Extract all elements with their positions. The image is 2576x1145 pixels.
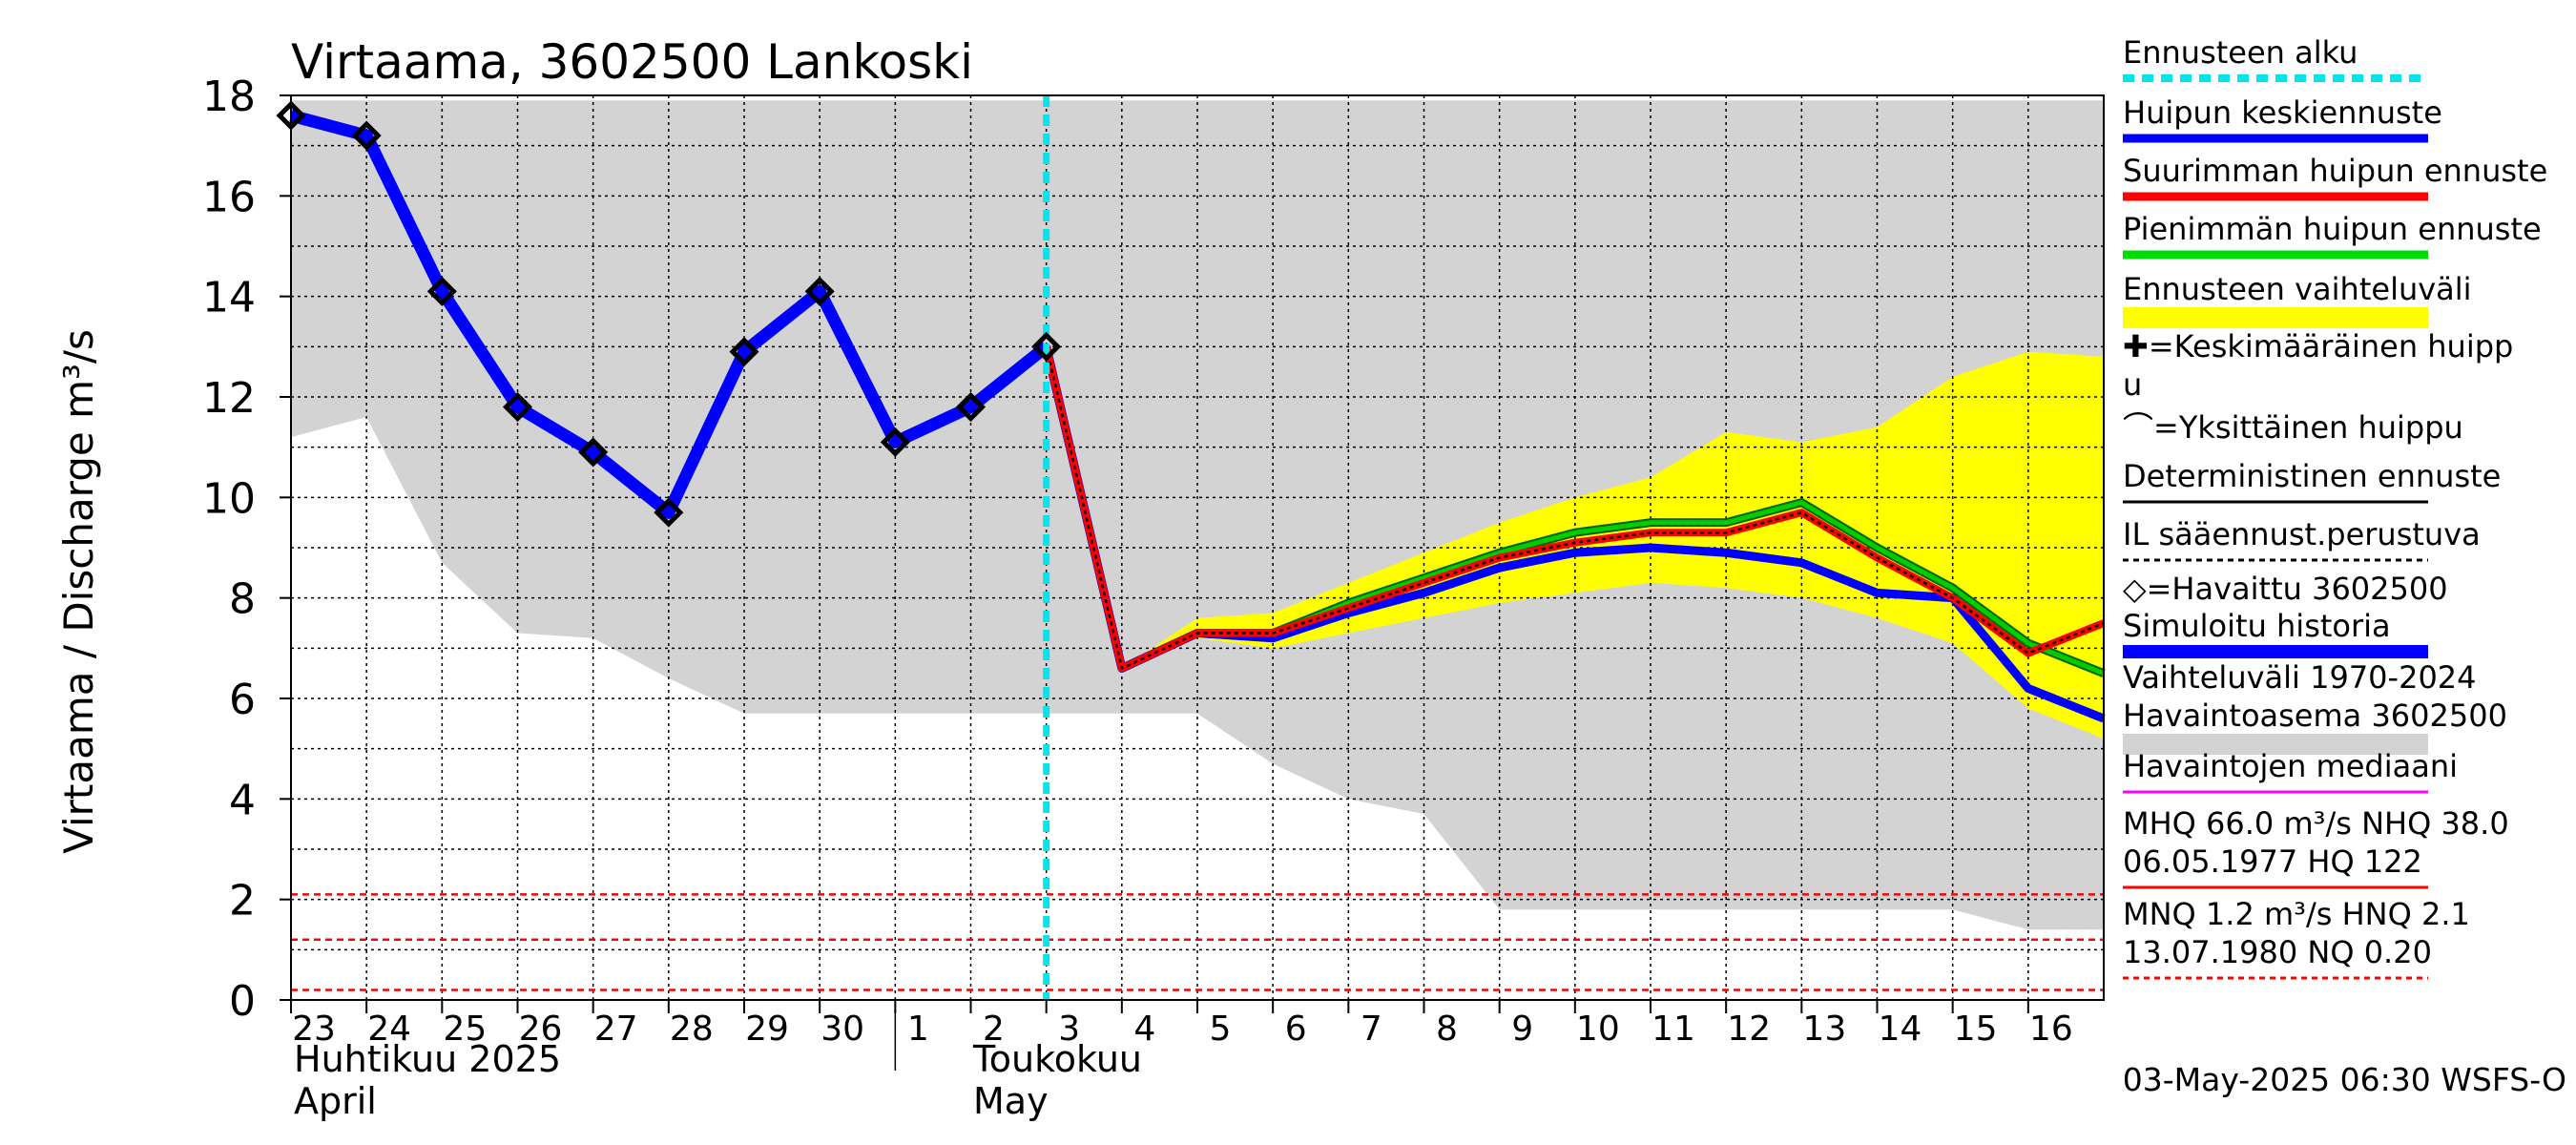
legend-label-1: Huipun keskiennuste xyxy=(2123,94,2442,131)
x-tick-label: 5 xyxy=(1210,1010,1232,1049)
legend-label2-11: Havaintoasema 3602500 xyxy=(2123,697,2507,734)
y-tick-label: 2 xyxy=(229,877,256,926)
legend-label2-13: 06.05.1977 HQ 122 xyxy=(2123,843,2422,880)
x-tick-label: 30 xyxy=(821,1010,864,1049)
x-tick-label: 6 xyxy=(1285,1010,1307,1049)
x-tick-label: 4 xyxy=(1133,1010,1155,1049)
x-tick-label: 2 xyxy=(983,1010,1005,1049)
history-range-band xyxy=(291,100,2104,930)
x-tick-label: 10 xyxy=(1576,1010,1620,1049)
month-label-may-fi: Toukokuu xyxy=(972,1038,1142,1080)
legend-label-14: MNQ 1.2 m³/s HNQ 2.1 xyxy=(2123,896,2470,932)
month-label-april-en: April xyxy=(294,1080,377,1122)
x-tick-label: 7 xyxy=(1361,1010,1382,1049)
y-axis: 0 2 4 6 8 10 12 14 16 18 xyxy=(202,73,291,1026)
y-tick-label: 16 xyxy=(202,173,256,221)
x-tick-label: 8 xyxy=(1436,1010,1458,1049)
observed-point xyxy=(955,391,987,423)
x-tick-label: 29 xyxy=(745,1010,789,1049)
y-tick-label: 18 xyxy=(202,73,256,121)
x-tick-label: 11 xyxy=(1652,1010,1695,1049)
y-tick-label: 8 xyxy=(229,575,256,624)
legend-label-9: ◇=Havaittu 3602500 xyxy=(2123,571,2448,607)
observed-series-line xyxy=(289,109,1050,519)
y-tick-label: 6 xyxy=(229,676,256,724)
legend-label2-14: 13.07.1980 NQ 0.20 xyxy=(2123,934,2432,970)
x-tick-label: 3 xyxy=(1058,1010,1080,1049)
legend-label-6: ⌒=Yksittäinen huippu xyxy=(2123,409,2463,446)
legend-label-0: Ennusteen alku xyxy=(2123,34,2358,71)
legend-swatch-4 xyxy=(2123,307,2428,328)
observed-point xyxy=(654,497,684,528)
x-tick-label: 23 xyxy=(292,1010,336,1049)
legend-label-8: IL sääennust.perustuva xyxy=(2123,516,2481,552)
legend-label-10: Simuloitu historia xyxy=(2123,608,2391,644)
reference-lines-layer xyxy=(291,893,2104,991)
observed-point xyxy=(426,276,457,306)
bands-layer xyxy=(291,100,2104,930)
x-tick-label: 9 xyxy=(1511,1010,1533,1049)
observed-point xyxy=(729,337,759,367)
observed-point xyxy=(578,437,609,468)
legend-label-2: Suurimman huipun ennuste xyxy=(2123,153,2547,189)
observed-point xyxy=(351,120,382,151)
legend-label-13: MHQ 66.0 m³/s NHQ 38.0 xyxy=(2123,805,2509,842)
legend-label-3: Pienimmän huipun ennuste xyxy=(2123,211,2542,247)
x-tick-label: 15 xyxy=(1954,1010,1998,1049)
x-tick-label: 27 xyxy=(594,1010,638,1049)
y-axis-label: Virtaama / Discharge m³/s xyxy=(55,329,102,854)
x-tick-label: 28 xyxy=(670,1010,714,1049)
y-tick-label: 12 xyxy=(202,374,256,423)
series-layer xyxy=(289,95,2106,1000)
legend-label-12: Havaintojen mediaani xyxy=(2123,748,2458,784)
observed-point xyxy=(880,427,910,457)
month-label-may-en: May xyxy=(973,1080,1049,1122)
observed-point xyxy=(804,276,835,306)
chart-title: Virtaama, 3602500 Lankoski xyxy=(291,34,973,90)
x-tick-label: 13 xyxy=(1802,1010,1846,1049)
month-label-april-fi: Huhtikuu 2025 xyxy=(294,1038,561,1080)
x-tick-label: 14 xyxy=(1879,1010,1922,1049)
il-weather-forecast-line xyxy=(1045,346,2105,671)
x-tick-label: 12 xyxy=(1727,1010,1771,1049)
legend-label-5: ✚=Keskimääräinen huipp xyxy=(2123,328,2513,364)
forecast-range-band xyxy=(1121,351,2104,739)
x-tick-label: 16 xyxy=(2029,1010,2073,1049)
y-tick-label: 0 xyxy=(229,977,256,1026)
x-tick-label: 25 xyxy=(443,1010,487,1049)
y-tick-label: 14 xyxy=(202,274,256,323)
legend: Ennusteen alku Huipun keskiennuste Suurimm… xyxy=(2123,34,2547,980)
legend-label-7: Deterministinen ennuste xyxy=(2123,458,2501,494)
x-tick-label: 26 xyxy=(519,1010,563,1049)
x-axis: 23 24 25 26 27 28 29 30 1 2 3 4 5 6 7 8 9 10 11 12 13 14 15 16 xyxy=(290,1000,2073,1071)
legend-label2-5: u xyxy=(2123,366,2142,403)
x-tick-label: 1 xyxy=(907,1010,929,1049)
observed-point xyxy=(502,391,533,423)
observed-point xyxy=(1031,331,1062,362)
x-tick-label: 24 xyxy=(367,1010,411,1049)
y-tick-label: 4 xyxy=(229,776,256,824)
footer-timestamp: 03-May-2025 06:30 WSFS-O xyxy=(2123,1061,2566,1098)
legend-label-4: Ennusteen vaihteluväli xyxy=(2123,271,2472,307)
legend-swatch-11 xyxy=(2123,734,2428,755)
y-tick-label: 10 xyxy=(202,474,256,523)
legend-label-11: Vaihteluväli 1970-2024 xyxy=(2123,659,2477,696)
grid-layer xyxy=(291,95,2104,1000)
